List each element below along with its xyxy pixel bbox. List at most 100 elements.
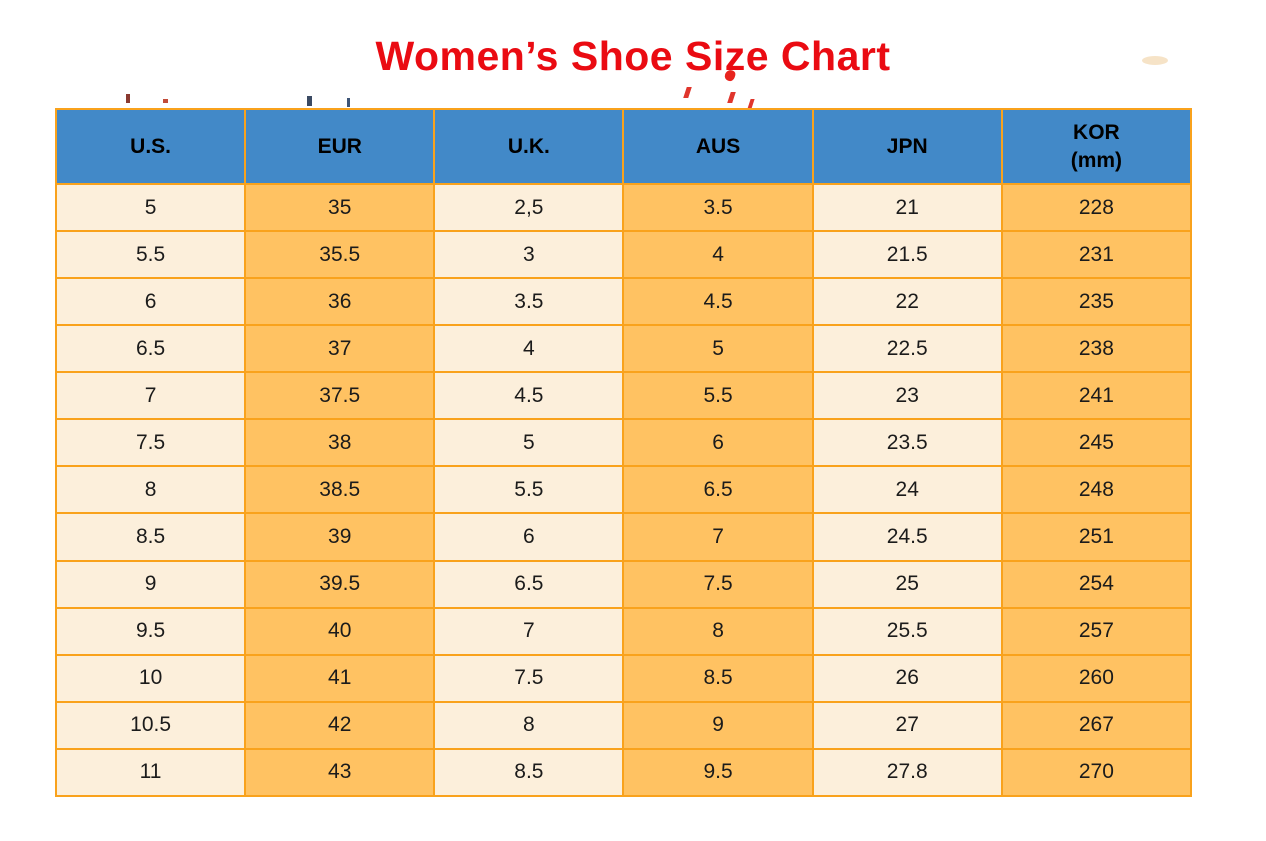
table-row: 10 41 7.5 8.5 26 260: [54, 653, 1193, 703]
cell-eur: 36: [244, 277, 436, 327]
cell-uk: 5: [433, 418, 625, 468]
cell-eur: 42: [244, 700, 436, 750]
cell-uk: 8: [433, 700, 625, 750]
column-header-eur: EUR: [244, 108, 436, 185]
column-header-uk: U.K.: [433, 108, 625, 185]
cell-kor: 231: [1000, 230, 1193, 280]
cell-aus: 6.5: [622, 465, 814, 515]
column-header-aus: AUS: [622, 108, 814, 185]
cell-uk: 2,5: [433, 182, 625, 233]
table-body: 5 35 2,5 3.5 21 228 5.5 35.5 3 4 21.5 231 6 36 3.5 4.5 2…: [54, 182, 1193, 798]
cell-kor: 235: [1000, 277, 1193, 327]
table-row: 6 36 3.5 4.5 22 235: [54, 277, 1193, 327]
cell-jpn: 22.5: [811, 324, 1003, 374]
cell-aus: 8: [622, 606, 814, 656]
cell-eur: 41: [244, 653, 436, 703]
column-header-jpn: JPN: [811, 108, 1003, 185]
page-title: Women’s Shoe Size Chart: [375, 33, 891, 79]
cell-eur: 40: [244, 606, 436, 656]
cell-jpn: 24.5: [811, 512, 1003, 562]
cell-us: 9: [54, 559, 247, 609]
cell-aus: 9: [622, 700, 814, 750]
size-chart-table: U.S. EUR U.K. AUS JPN KOR (mm) 5 35 2,5 3.5 21 228 5…: [54, 108, 1193, 798]
table-row: 9 39.5 6.5 7.5 25 254: [54, 559, 1193, 609]
cell-kor: 241: [1000, 371, 1193, 421]
cell-kor: 270: [1000, 747, 1193, 798]
cell-jpn: 26: [811, 653, 1003, 703]
cell-jpn: 24: [811, 465, 1003, 515]
cell-eur: 37.5: [244, 371, 436, 421]
cell-uk: 7.5: [433, 653, 625, 703]
cell-jpn: 21: [811, 182, 1003, 233]
table-row: 11 43 8.5 9.5 27.8 270: [54, 747, 1193, 798]
cell-aus: 9.5: [622, 747, 814, 798]
cell-aus: 7.5: [622, 559, 814, 609]
smudge-artifact: [727, 92, 736, 103]
cell-uk: 8.5: [433, 747, 625, 798]
cell-us: 10.5: [54, 700, 247, 750]
column-header-kor: KOR (mm): [1000, 108, 1193, 185]
table-row: 9.5 40 7 8 25.5 257: [54, 606, 1193, 656]
cell-us: 11: [54, 747, 247, 798]
table-row: 8 38.5 5.5 6.5 24 248: [54, 465, 1193, 515]
cell-us: 6: [54, 277, 247, 327]
smudge-artifact: [126, 94, 130, 103]
cell-kor: 260: [1000, 653, 1193, 703]
cell-us: 9.5: [54, 606, 247, 656]
cell-us: 8: [54, 465, 247, 515]
cell-eur: 39.5: [244, 559, 436, 609]
cell-jpn: 21.5: [811, 230, 1003, 280]
cell-kor: 257: [1000, 606, 1193, 656]
cell-kor: 245: [1000, 418, 1193, 468]
cell-us: 5.5: [54, 230, 247, 280]
table-row: 8.5 39 6 7 24.5 251: [54, 512, 1193, 562]
cell-jpn: 27: [811, 700, 1003, 750]
cell-jpn: 25.5: [811, 606, 1003, 656]
smudge-artifact: [163, 99, 168, 103]
cell-jpn: 22: [811, 277, 1003, 327]
cell-us: 6.5: [54, 324, 247, 374]
cell-eur: 43: [244, 747, 436, 798]
cell-jpn: 25: [811, 559, 1003, 609]
cell-aus: 8.5: [622, 653, 814, 703]
cell-aus: 5.5: [622, 371, 814, 421]
cell-eur: 39: [244, 512, 436, 562]
table-header-row: U.S. EUR U.K. AUS JPN KOR (mm): [54, 108, 1193, 185]
cell-jpn: 23.5: [811, 418, 1003, 468]
cell-aus: 7: [622, 512, 814, 562]
cell-aus: 3.5: [622, 182, 814, 233]
cell-us: 7: [54, 371, 247, 421]
cell-eur: 35.5: [244, 230, 436, 280]
cell-jpn: 27.8: [811, 747, 1003, 798]
cell-us: 10: [54, 653, 247, 703]
cell-kor: 248: [1000, 465, 1193, 515]
cell-uk: 3: [433, 230, 625, 280]
cell-kor: 251: [1000, 512, 1193, 562]
cell-us: 8.5: [54, 512, 247, 562]
cell-aus: 5: [622, 324, 814, 374]
cell-aus: 4: [622, 230, 814, 280]
table-row: 10.5 42 8 9 27 267: [54, 700, 1193, 750]
cell-us: 5: [54, 182, 247, 233]
cell-uk: 6.5: [433, 559, 625, 609]
column-header-kor-sublabel: (mm): [1070, 148, 1123, 172]
cell-eur: 38: [244, 418, 436, 468]
column-header-us: U.S.: [54, 108, 247, 185]
cell-us: 7.5: [54, 418, 247, 468]
cell-kor: 238: [1000, 324, 1193, 374]
cell-uk: 4: [433, 324, 625, 374]
cell-kor: 267: [1000, 700, 1193, 750]
table-row: 5 35 2,5 3.5 21 228: [54, 182, 1193, 233]
cell-aus: 4.5: [622, 277, 814, 327]
cell-uk: 6: [433, 512, 625, 562]
cell-aus: 6: [622, 418, 814, 468]
cell-uk: 7: [433, 606, 625, 656]
cell-eur: 35: [244, 182, 436, 233]
cell-eur: 38.5: [244, 465, 436, 515]
cell-eur: 37: [244, 324, 436, 374]
smudge-artifact: [307, 96, 312, 106]
table-row: 5.5 35.5 3 4 21.5 231: [54, 230, 1193, 280]
cell-kor: 254: [1000, 559, 1193, 609]
cell-uk: 5.5: [433, 465, 625, 515]
